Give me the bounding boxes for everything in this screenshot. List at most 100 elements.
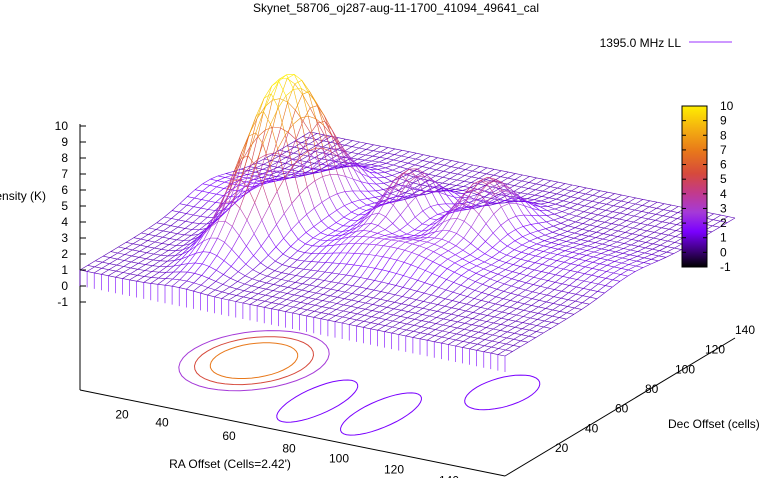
surface-line (431, 294, 439, 298)
surface-line (589, 291, 598, 298)
surface-line (435, 217, 444, 227)
surface-line (649, 200, 658, 203)
surface-line (350, 153, 359, 159)
surface-line (524, 205, 532, 216)
surface-line (429, 219, 438, 226)
surface-line (434, 336, 442, 342)
surface-line (506, 262, 514, 265)
surface-line (432, 273, 440, 277)
surface-line (443, 171, 451, 173)
surface-line (352, 140, 360, 143)
surface-line (147, 246, 155, 249)
surface-line (573, 309, 582, 315)
surface-line (246, 246, 254, 256)
surface-line (544, 315, 553, 322)
surface-line (170, 232, 178, 234)
surface-line (571, 253, 580, 258)
surface-line (252, 269, 261, 274)
surface-line (393, 164, 401, 168)
surface-line (532, 204, 540, 211)
surface-line (338, 282, 346, 285)
z-tick-label: 0 (61, 279, 68, 293)
surface-line (470, 336, 478, 339)
surface-line (366, 206, 374, 211)
surface-line (198, 228, 207, 235)
surface-line (259, 275, 268, 282)
surface-line (307, 303, 315, 306)
surface-line (579, 245, 588, 250)
surface-line (516, 303, 525, 309)
surface-line (472, 164, 481, 167)
surface-line (239, 174, 248, 177)
surface-line (217, 221, 226, 239)
surface-line (268, 224, 277, 236)
surface-line (588, 240, 596, 243)
surface-line (285, 134, 293, 167)
surface-line (497, 269, 506, 275)
surface-line (569, 279, 578, 286)
surface-line (363, 230, 371, 232)
surface-line (324, 121, 333, 130)
surface-line (275, 260, 283, 265)
surface-line (542, 257, 550, 260)
surface-line (294, 136, 303, 142)
surface-line (324, 262, 333, 273)
surface-line (371, 311, 380, 317)
surface-line (298, 238, 306, 245)
surface-line (310, 132, 319, 145)
surface-line (524, 303, 532, 306)
surface-line (427, 175, 436, 181)
surface-line (270, 107, 279, 125)
surface-line (566, 236, 574, 239)
surface-line (494, 169, 502, 171)
surface-line (336, 303, 344, 306)
surface-line (291, 221, 300, 230)
surface-line (413, 331, 421, 334)
surface-line (144, 271, 153, 277)
surface-line (321, 202, 330, 216)
surface-line (397, 248, 405, 251)
surface-line (556, 255, 565, 261)
surface-line (439, 184, 448, 191)
surface-line (564, 247, 573, 251)
surface-line (228, 201, 237, 210)
surface-line (378, 189, 388, 203)
surface-line (451, 160, 459, 163)
surface-line (203, 226, 212, 242)
surface-line (470, 331, 479, 338)
surface-line (393, 303, 402, 310)
surface-line (592, 201, 600, 204)
surface-line (285, 124, 294, 136)
surface-line (589, 230, 597, 233)
surface-line (441, 336, 449, 339)
surface-line (317, 271, 326, 280)
surface-line (360, 266, 369, 278)
surface-line (186, 273, 195, 282)
surface-line (471, 176, 479, 179)
surface-line (200, 200, 209, 209)
surface-line (410, 277, 418, 281)
surface-line (382, 256, 390, 259)
colorbar-tick-label: 2 (720, 216, 727, 230)
surface-line (427, 333, 435, 336)
surface-line (271, 302, 279, 305)
surface-line (533, 278, 542, 285)
surface-line (488, 294, 497, 298)
surface-line (216, 242, 225, 256)
surface-line (256, 98, 265, 116)
surface-line (390, 184, 399, 188)
surface-line (539, 210, 547, 216)
surface-line (651, 250, 660, 255)
surface-line (557, 183, 566, 189)
surface-line (251, 183, 260, 189)
surface-line (559, 234, 567, 237)
surface-line (269, 205, 277, 225)
surface-line (343, 152, 352, 158)
surface-line (405, 331, 414, 337)
surface-line (233, 171, 241, 174)
surface-line (402, 184, 411, 187)
surface-line (442, 210, 451, 223)
surface-line (450, 320, 458, 323)
surface-line (263, 164, 271, 167)
surface-line (552, 311, 560, 317)
